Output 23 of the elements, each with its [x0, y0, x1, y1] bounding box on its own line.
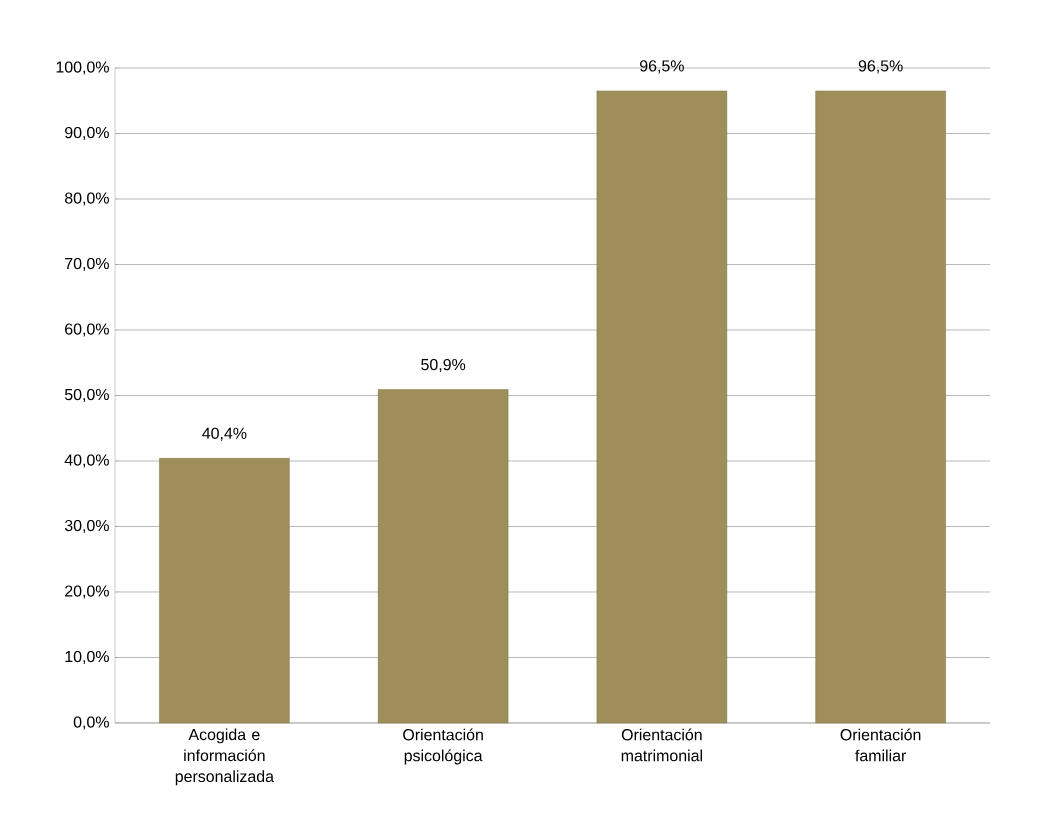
y-tick-label: 60,0%: [65, 323, 109, 337]
bar: [159, 458, 290, 724]
x-tick-label: Acogida e información personalizada: [175, 728, 274, 786]
y-tick-label: 50,0%: [64, 388, 109, 403]
y-tick-label: 40,0%: [64, 454, 109, 468]
y-tick-label: 70,0%: [65, 257, 109, 272]
x-tick-label: Orientación matrimonial: [621, 728, 702, 762]
y-tick-label: 80,0%: [64, 192, 109, 206]
bar: [596, 90, 728, 724]
x-tick-label: Orientación familiar: [840, 728, 921, 762]
bar: [815, 90, 946, 724]
bar: [377, 389, 509, 724]
x-tick-label: Orientación psicológica: [403, 728, 483, 765]
y-tick-label: 20,0%: [65, 585, 109, 599]
data-label: 50,9%: [421, 358, 466, 373]
y-tick-label: 100,0%: [56, 61, 109, 75]
y-tick-label: 10,0%: [65, 650, 109, 665]
y-tick-label: 30,0%: [64, 519, 109, 534]
y-tick-label: 0,0%: [73, 716, 109, 730]
data-label: 40,4%: [202, 427, 247, 441]
data-label: 96,5%: [640, 60, 684, 74]
y-tick-label: 90,0%: [65, 126, 109, 141]
data-label: 96,5%: [858, 60, 903, 74]
